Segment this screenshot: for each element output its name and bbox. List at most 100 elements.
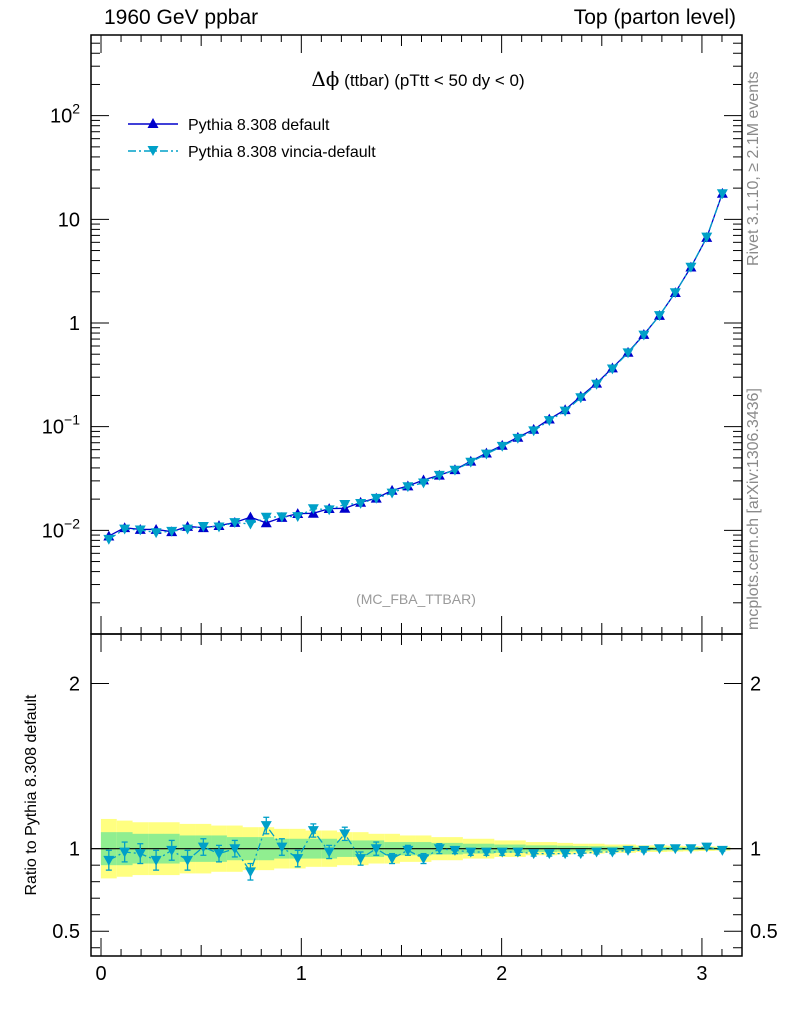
data-point <box>402 482 414 493</box>
data-point <box>182 524 194 535</box>
data-point <box>323 505 335 516</box>
data-point <box>276 512 288 523</box>
ratio-data-point <box>606 847 618 858</box>
main-series-group <box>103 187 728 545</box>
ratio-data-point <box>292 854 304 865</box>
y-tick-label-base: 1 <box>69 313 80 335</box>
ratio-data-point <box>701 842 713 853</box>
data-point <box>622 348 634 359</box>
main-title-text: (ttbar) (pTtt < 50 dy < 0) <box>339 71 524 90</box>
ratio-y-tick-label-right: 0.5 <box>750 921 778 943</box>
header-left-label: 1960 GeV ppbar <box>104 6 259 29</box>
data-point <box>449 465 461 476</box>
y-tick-label-base: 10 <box>42 520 64 542</box>
data-point <box>244 511 256 522</box>
data-point <box>370 493 382 504</box>
x-tick-label: 0 <box>95 963 106 985</box>
ratio-y-tick-label-right: 1 <box>750 839 761 861</box>
ratio-data-point <box>339 829 351 840</box>
data-point <box>197 522 209 532</box>
ratio-data-point <box>449 845 461 856</box>
y-tick-label-base: 10 <box>50 106 72 128</box>
main-title: Δϕ (ttbar) (pTtt < 50 dy < 0) <box>311 67 524 91</box>
x-tick-label: 3 <box>696 963 707 985</box>
data-point <box>244 519 256 530</box>
y-tick-label-base: 10 <box>58 209 80 231</box>
ratio-data-point <box>355 854 367 865</box>
y-tick-label-base: 10 <box>42 417 64 439</box>
data-point <box>559 406 571 417</box>
data-point <box>465 457 477 468</box>
ratio-data-point <box>182 855 194 866</box>
data-point <box>103 534 115 545</box>
ratio-data-point <box>575 849 587 860</box>
ratio-data-point <box>669 844 681 855</box>
ratio-data-point <box>166 845 178 856</box>
data-point <box>543 416 555 427</box>
data-point <box>528 426 540 437</box>
series-line <box>108 193 723 540</box>
ratio-data-point <box>260 821 272 832</box>
ratio-data-point <box>685 844 697 855</box>
ratio-y-tick-label-left: 0.5 <box>52 921 80 943</box>
data-point <box>260 512 272 523</box>
data-point <box>606 364 618 375</box>
ratio-data-point <box>402 845 414 856</box>
ratio-data-point <box>591 847 603 858</box>
data-point <box>669 288 681 299</box>
legend-label-vincia: Pythia 8.308 vincia-default <box>188 144 376 161</box>
y-tick-label: 102 <box>50 101 80 128</box>
ratio-data-point <box>433 844 445 855</box>
data-point <box>701 232 713 243</box>
main-title-symbol: Δϕ <box>311 67 339 91</box>
y-tick-label-exponent: −1 <box>64 412 80 428</box>
ratio-data-point <box>622 845 634 856</box>
y-tick-label: 1 <box>69 313 80 335</box>
ratio-data-point <box>370 844 382 855</box>
y-tick-label-exponent: 2 <box>72 101 80 117</box>
ratio-data-point <box>150 855 162 866</box>
ratio-data-point <box>213 849 225 860</box>
data-point <box>166 526 178 537</box>
data-point <box>355 498 367 509</box>
ratio-data-point <box>653 844 665 855</box>
ratio-y-tick-label-right: 2 <box>750 674 761 696</box>
data-point <box>716 189 728 200</box>
ratio-data-point <box>307 826 319 837</box>
ratio-data-point <box>638 845 650 856</box>
data-point <box>307 504 319 515</box>
data-point <box>480 449 492 460</box>
ratio-data-point <box>134 849 146 860</box>
data-point <box>229 518 241 529</box>
ratio-data-point <box>323 847 335 858</box>
x-tick-label: 2 <box>496 963 507 985</box>
data-point <box>150 528 162 539</box>
y-tick-label-exponent: −2 <box>64 515 80 531</box>
ratio-data-point <box>197 842 209 853</box>
ratio-ylabel: Ratio to Pythia 8.308 default <box>23 694 40 896</box>
header-right-label: Top (parton level) <box>573 6 736 29</box>
ratio-panel: 0.5 0.5 1 1 2 2 0 1 2 3 Ratio to Pythia 8.308 def… <box>23 633 778 985</box>
ratio-series-group <box>103 816 728 881</box>
ratio-data-point <box>480 847 492 858</box>
watermark-label: (MC_FBA_TTBAR) <box>356 591 476 607</box>
data-point <box>512 433 524 444</box>
data-point <box>418 478 430 489</box>
legend-marker-default <box>147 118 159 128</box>
data-point <box>638 330 650 341</box>
ratio-data-point <box>276 842 288 853</box>
data-point <box>575 393 587 404</box>
x-tick-label: 1 <box>296 963 307 985</box>
ratio-y-tick-label-left: 1 <box>69 839 80 861</box>
ratio-data-point <box>244 867 256 878</box>
y-tick-label: 10−1 <box>42 412 80 439</box>
y-tick-label: 10 <box>58 209 80 231</box>
data-point <box>653 311 665 322</box>
series-line <box>108 193 723 537</box>
data-point <box>386 488 398 499</box>
ratio-axis-ticks: 0.5 0.5 1 1 2 2 0 1 2 3 <box>52 634 778 985</box>
data-point <box>685 262 697 273</box>
